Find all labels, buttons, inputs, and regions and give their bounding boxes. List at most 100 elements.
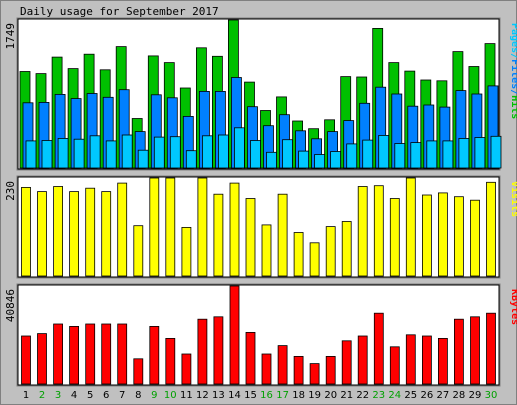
bar-pages-day-25 [410,142,422,169]
side-label-visits: Visits [509,181,517,217]
bar-pages-day-30 [490,135,502,169]
bar-pages-day-5 [89,135,101,169]
bar-visits-day-21 [341,221,352,277]
bar-kbytes-day-5 [85,323,96,385]
bar-kbytes-day-7 [117,323,128,385]
bar-kbytes-day-15 [245,331,256,385]
bar-visits-day-22 [357,186,368,277]
bar-visits-day-16 [261,224,272,277]
side-label-part: Files/ [509,59,517,95]
panel-outer-border-visits [16,175,501,279]
bar-pages-day-7 [121,134,133,169]
bar-pages-day-6 [105,140,117,169]
bar-kbytes-day-16 [261,353,272,385]
day-label-29: 29 [469,390,482,401]
bar-kbytes-day-19 [309,363,320,385]
day-label-10: 10 [164,390,177,401]
bar-visits-day-24 [389,198,400,277]
max-label-visits: 230 [4,181,17,201]
day-label-7: 7 [119,390,125,401]
bar-kbytes-day-13 [213,316,224,385]
bar-pages-day-16 [266,151,277,169]
bar-visits-day-3 [53,186,63,277]
bar-kbytes-day-11 [181,353,192,385]
day-label-14: 14 [228,390,241,401]
bar-visits-day-8 [133,225,144,277]
day-label-19: 19 [308,390,321,401]
bar-visits-day-14 [229,182,240,277]
bar-visits-day-26 [421,194,432,277]
day-label-8: 8 [135,390,141,401]
day-label-1: 1 [23,390,29,401]
panel-kbytes [17,284,500,386]
side-label-kbytes: KBytes [509,289,517,325]
bar-visits-day-25 [405,177,416,277]
bar-visits-day-23 [373,185,384,277]
bar-pages-day-18 [298,150,310,169]
bar-kbytes-day-3 [53,323,63,385]
bar-visits-day-30 [486,181,496,277]
bar-pages-day-21 [346,143,358,169]
day-label-15: 15 [244,390,257,401]
day-label-2: 2 [39,390,45,401]
bar-visits-day-29 [470,199,480,277]
bar-pages-day-19 [314,154,326,169]
day-label-16: 16 [260,390,273,401]
bar-visits-day-11 [181,226,192,277]
bar-pages-day-15 [250,140,261,169]
bar-visits-day-4 [69,191,79,277]
bar-visits-day-1 [21,186,31,277]
bar-pages-day-20 [330,151,342,169]
day-label-23: 23 [372,390,385,401]
day-label-5: 5 [87,390,93,401]
day-label-20: 20 [324,390,337,401]
day-label-4: 4 [71,390,77,401]
day-label-18: 18 [292,390,305,401]
bar-kbytes-day-28 [453,318,464,385]
bar-pages-day-17 [282,139,293,169]
bar-visits-day-2 [37,191,47,277]
day-label-6: 6 [103,390,109,401]
bar-visits-day-17 [277,193,288,277]
bar-pages-day-28 [458,137,470,169]
bar-visits-day-7 [117,182,128,277]
day-label-22: 22 [356,390,369,401]
bar-kbytes-day-6 [101,323,112,385]
bar-kbytes-day-27 [437,337,448,385]
bar-kbytes-day-21 [341,340,352,385]
panel-outer-border-hits-files-pages [16,17,501,171]
bar-pages-day-14 [233,127,245,169]
bar-kbytes-day-30 [486,312,496,385]
bar-pages-day-2 [41,140,53,169]
day-label-13: 13 [212,390,225,401]
side-label-part: Hits [509,95,517,119]
day-label-11: 11 [180,390,193,401]
max-label-kbytes: 40846 [4,289,17,322]
bar-visits-day-9 [149,177,160,277]
bar-kbytes-day-4 [69,325,79,385]
bar-visits-day-18 [293,232,304,277]
bar-visits-day-28 [453,196,464,277]
day-label-24: 24 [388,390,401,401]
bar-kbytes-day-20 [325,355,336,385]
bar-pages-day-4 [73,138,85,169]
side-label-part: Pages/ [509,23,517,59]
bar-visits-day-10 [165,177,176,277]
bar-kbytes-day-25 [405,334,416,385]
bar-pages-day-3 [57,137,69,169]
bar-visits-day-12 [197,177,208,277]
bar-visits-day-5 [85,187,96,277]
side-label-hits-files-pages: Pages/Files/Hits [509,23,517,119]
day-label-27: 27 [437,390,450,401]
bar-pages-day-22 [362,139,374,169]
bar-pages-day-1 [25,140,37,169]
day-label-12: 12 [196,390,209,401]
day-label-26: 26 [421,390,434,401]
bar-kbytes-day-10 [165,337,176,385]
chart-title: Daily usage for September 2017 [20,5,219,18]
day-label-30: 30 [485,390,498,401]
day-label-28: 28 [453,390,466,401]
bar-kbytes-day-24 [389,346,400,385]
max-label-hits-files-pages: 1749 [4,23,17,50]
